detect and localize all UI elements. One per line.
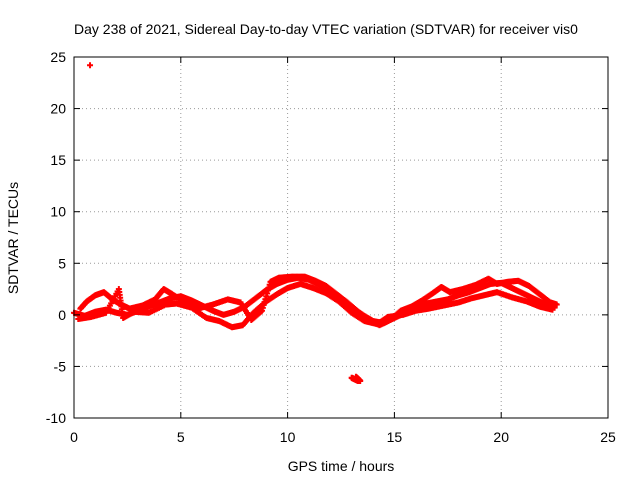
chart-title: Day 238 of 2021, Sidereal Day-to-day VTE… [74, 21, 578, 37]
x-tick-label: 25 [600, 429, 616, 445]
y-tick-label: 15 [50, 152, 66, 168]
y-tick-label: -10 [46, 410, 66, 426]
data-points [71, 62, 560, 384]
y-tick-label: 0 [58, 307, 66, 323]
data-point [352, 373, 359, 380]
grid [74, 57, 608, 418]
y-tick-label: 20 [50, 101, 66, 117]
data-point [553, 301, 560, 308]
y-tick-label: 25 [50, 49, 66, 65]
ticks: 0 5 10 15 20 25 -10 -5 0 5 10 15 20 25 [46, 49, 616, 445]
x-tick-label: 5 [177, 429, 185, 445]
plot-frame [73, 56, 609, 419]
x-tick-label: 20 [493, 429, 509, 445]
x-tick-label: 0 [70, 429, 78, 445]
data-point [549, 306, 556, 313]
x-axis-label: GPS time / hours [288, 458, 395, 474]
y-tick-label: 10 [50, 204, 66, 220]
y-tick-label: -5 [54, 358, 67, 374]
x-tick-label: 15 [387, 429, 403, 445]
data-point [87, 62, 94, 69]
x-tick-label: 10 [280, 429, 296, 445]
y-tick-label: 5 [58, 255, 66, 271]
y-axis-label: SDTVAR / TECUs [5, 182, 21, 294]
